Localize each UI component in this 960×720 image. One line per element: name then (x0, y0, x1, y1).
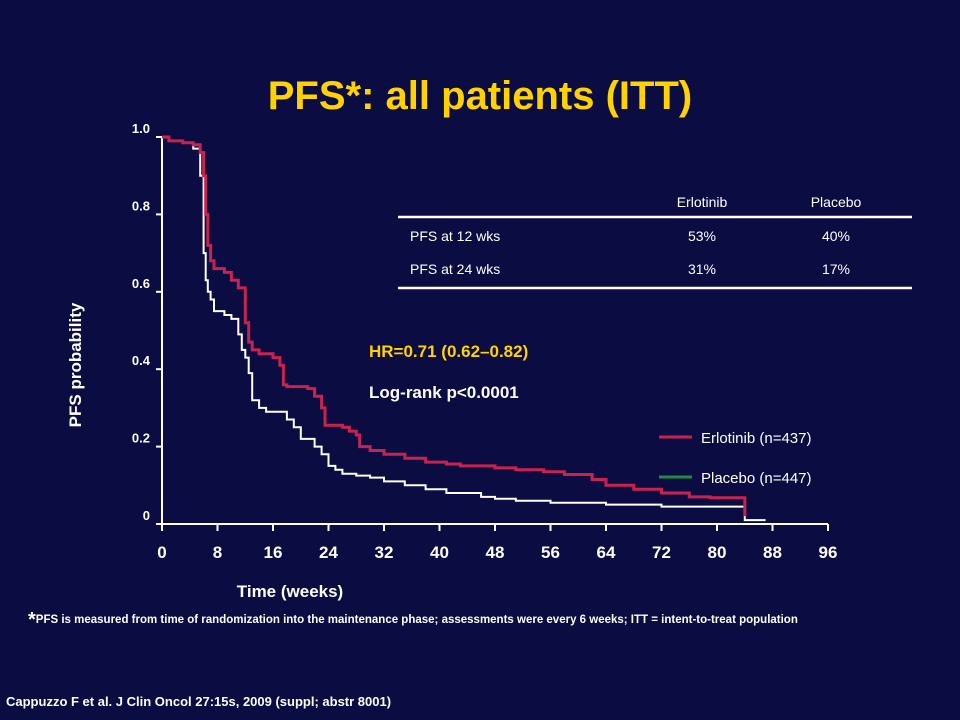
x-tick-label: 24 (319, 543, 338, 562)
log-rank-annotation: Log-rank p<0.0001 (369, 383, 519, 402)
x-tick-label: 72 (652, 543, 671, 562)
y-tick-label: 0.6 (132, 276, 150, 291)
citation: Cappuzzo F et al. J Clin Oncol 27:15s, 2… (6, 694, 392, 709)
table-cell: 53% (688, 228, 716, 244)
hazard-ratio-annotation: HR=0.71 (0.62–0.82) (369, 342, 528, 361)
y-tick-label: 0.2 (132, 431, 150, 446)
x-tick-label: 80 (708, 543, 727, 562)
x-tick-label: 48 (486, 543, 505, 562)
y-tick-label: 1.0 (132, 121, 150, 136)
table-cell: 31% (688, 261, 716, 277)
table-header-cell: Placebo (811, 194, 862, 210)
x-tick-label: 16 (264, 543, 283, 562)
x-tick-label: 32 (375, 543, 394, 562)
y-tick-label: 0.4 (132, 353, 151, 368)
slide-title: PFS*: all patients (ITT) (267, 74, 693, 118)
y-tick-label: 0 (143, 508, 150, 523)
x-axis-label: Time (weeks) (237, 582, 343, 601)
x-tick-label: 40 (430, 543, 449, 562)
y-tick-label: 0.8 (132, 198, 150, 213)
x-tick-label: 8 (213, 543, 222, 562)
table-header-cell: Erlotinib (677, 194, 728, 210)
y-axis-label: PFS probability (66, 302, 85, 427)
table-cell: 17% (822, 261, 850, 277)
table-cell: PFS at 24 wks (410, 261, 500, 277)
erlotinib-curve (162, 135, 747, 517)
x-tick-label: 96 (819, 543, 838, 562)
x-tick-label: 64 (597, 543, 616, 562)
table-cell: 40% (822, 228, 850, 244)
legend-erlotinib-label: Erlotinib (n=437) (701, 430, 811, 447)
x-tick-label: 56 (541, 543, 560, 562)
legend-placebo-label: Placebo (n=447) (701, 470, 812, 487)
x-tick-label: 0 (157, 543, 166, 562)
footnote-text: PFS is measured from time of randomizati… (35, 614, 798, 626)
table-cell: PFS at 12 wks (410, 228, 500, 244)
x-tick-label: 88 (763, 543, 782, 562)
footnote-marker: * (28, 609, 36, 631)
footnote: *PFS is measured from time of randomizat… (28, 609, 908, 631)
placebo-curve (162, 136, 766, 522)
